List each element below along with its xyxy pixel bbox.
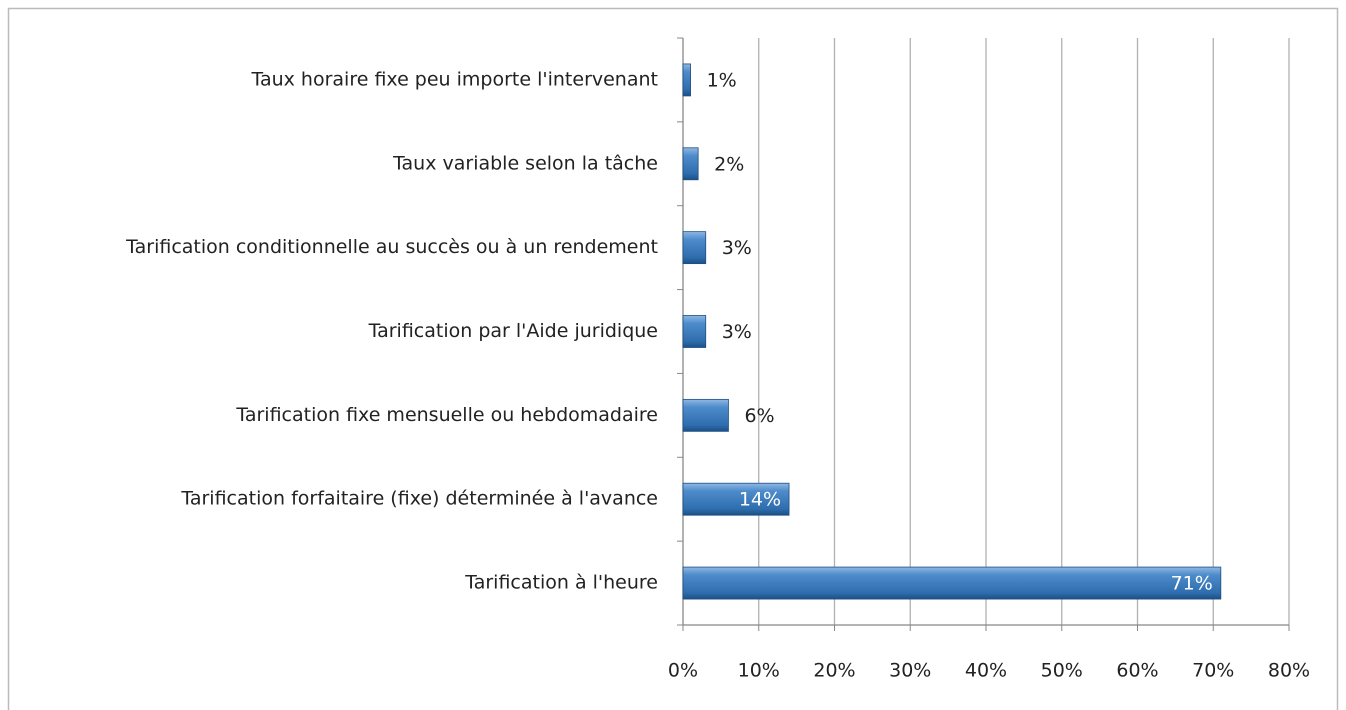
bar xyxy=(682,482,790,516)
x-tick-label: 50% xyxy=(1041,660,1083,682)
x-tick-label: 60% xyxy=(1116,660,1158,682)
value-label: 71% xyxy=(1171,573,1213,595)
value-label: 2% xyxy=(714,153,744,175)
bar xyxy=(682,566,1222,600)
value-label: 6% xyxy=(744,405,774,427)
bar xyxy=(682,147,699,181)
y-tick-label: Taux variable selon la tâche xyxy=(392,152,658,174)
value-label: 3% xyxy=(722,321,752,343)
bar xyxy=(682,398,729,432)
x-tick-label: 20% xyxy=(813,660,855,682)
x-tick-label: 40% xyxy=(965,660,1007,682)
y-tick-label: Tarification conditionnelle au succès ou… xyxy=(125,236,658,258)
y-tick-label: Tarification forfaitaire (fixe) détermin… xyxy=(180,488,658,510)
x-tick-label: 10% xyxy=(738,660,780,682)
bar xyxy=(682,231,707,265)
value-label: 3% xyxy=(722,237,752,259)
x-tick-label: 80% xyxy=(1268,660,1310,682)
value-label: 1% xyxy=(707,69,737,91)
y-tick-label: Tarification fixe mensuelle ou hebdomada… xyxy=(235,404,658,426)
bar xyxy=(682,63,691,97)
bar xyxy=(682,315,707,348)
y-tick-label: Tarification à l'heure xyxy=(464,572,658,594)
value-label: 14% xyxy=(739,489,781,511)
y-tick-label: Taux horaire fixe peu importe l'interven… xyxy=(251,68,659,90)
x-tick-label: 0% xyxy=(668,660,698,682)
x-tick-label: 70% xyxy=(1192,660,1234,682)
x-tick-label: 30% xyxy=(889,660,931,682)
y-tick-label: Tarification par l'Aide juridique xyxy=(368,320,658,342)
